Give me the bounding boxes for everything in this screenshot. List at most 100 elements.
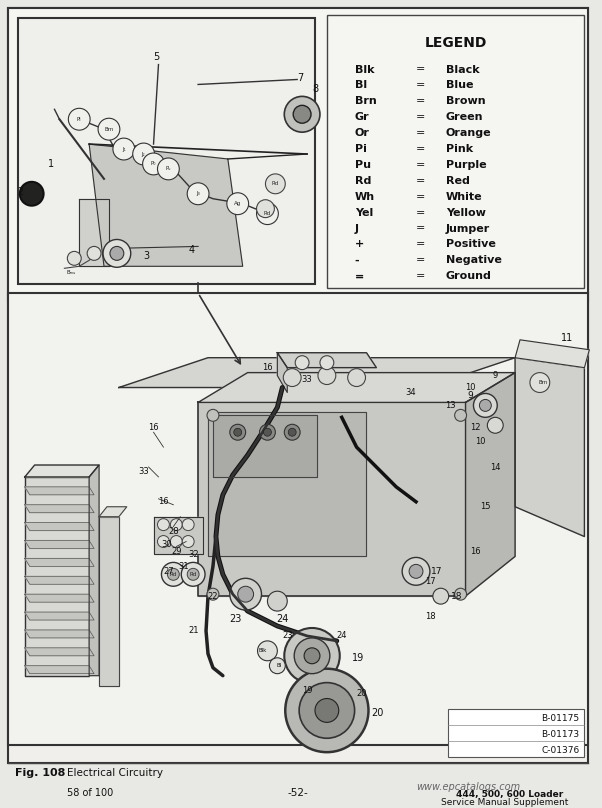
Text: Fig. 108: Fig. 108 bbox=[15, 768, 65, 778]
Circle shape bbox=[409, 564, 423, 579]
Text: 20: 20 bbox=[371, 709, 384, 718]
Circle shape bbox=[284, 628, 340, 684]
Polygon shape bbox=[79, 199, 109, 267]
Circle shape bbox=[182, 519, 194, 531]
Text: 58 of 100: 58 of 100 bbox=[67, 788, 114, 798]
Polygon shape bbox=[198, 402, 465, 596]
Circle shape bbox=[258, 641, 278, 661]
Text: Rd: Rd bbox=[272, 181, 279, 187]
Circle shape bbox=[158, 158, 179, 180]
Text: 5: 5 bbox=[154, 52, 160, 61]
Circle shape bbox=[158, 536, 169, 548]
Circle shape bbox=[299, 683, 355, 739]
Circle shape bbox=[267, 591, 287, 611]
Circle shape bbox=[207, 410, 219, 421]
Text: =: = bbox=[416, 81, 426, 90]
Text: Bl: Bl bbox=[355, 81, 367, 90]
Circle shape bbox=[256, 200, 275, 217]
Polygon shape bbox=[25, 523, 94, 531]
Circle shape bbox=[293, 105, 311, 123]
Text: 2: 2 bbox=[17, 187, 23, 197]
Text: 10: 10 bbox=[475, 437, 485, 446]
Circle shape bbox=[170, 536, 182, 548]
Bar bbox=[8, 293, 588, 745]
Text: 9: 9 bbox=[468, 391, 474, 400]
Circle shape bbox=[143, 153, 164, 175]
Text: J₃: J₃ bbox=[196, 191, 200, 196]
Text: 13: 13 bbox=[445, 401, 456, 410]
Text: Pᵤ: Pᵤ bbox=[166, 166, 171, 171]
Circle shape bbox=[187, 568, 199, 580]
Bar bbox=[18, 18, 315, 284]
Circle shape bbox=[132, 143, 155, 165]
Circle shape bbox=[167, 568, 179, 580]
Circle shape bbox=[230, 579, 261, 610]
Bar bbox=[8, 8, 588, 301]
Circle shape bbox=[67, 251, 81, 265]
Text: White: White bbox=[445, 191, 482, 202]
Text: 17: 17 bbox=[431, 567, 442, 576]
Text: 32: 32 bbox=[188, 550, 199, 559]
Text: =: = bbox=[416, 65, 426, 74]
Circle shape bbox=[455, 410, 467, 421]
Circle shape bbox=[259, 424, 275, 440]
Text: 18: 18 bbox=[451, 591, 462, 600]
Circle shape bbox=[474, 393, 497, 417]
Text: P₀: P₀ bbox=[150, 162, 157, 166]
Text: 444, 500, 600 Loader: 444, 500, 600 Loader bbox=[456, 790, 563, 799]
Text: www.epcatalogs.com: www.epcatalogs.com bbox=[416, 782, 520, 792]
Text: Blk: Blk bbox=[355, 65, 374, 74]
Text: 19: 19 bbox=[352, 653, 364, 663]
Text: Service Manual Supplement: Service Manual Supplement bbox=[441, 797, 568, 807]
Text: B-01173: B-01173 bbox=[541, 730, 580, 739]
Polygon shape bbox=[25, 541, 94, 549]
Circle shape bbox=[284, 96, 320, 133]
Text: =: = bbox=[416, 271, 426, 281]
Circle shape bbox=[530, 372, 550, 393]
Circle shape bbox=[479, 399, 491, 411]
Text: =: = bbox=[416, 160, 426, 170]
Text: 28: 28 bbox=[168, 527, 179, 536]
Text: =: = bbox=[416, 191, 426, 202]
Text: Bₘᵤ: Bₘᵤ bbox=[67, 270, 76, 276]
Circle shape bbox=[315, 699, 339, 722]
Circle shape bbox=[234, 428, 241, 436]
Text: J: J bbox=[355, 224, 359, 234]
Text: 20: 20 bbox=[356, 689, 367, 698]
Text: B-01175: B-01175 bbox=[541, 714, 580, 723]
Text: Rd: Rd bbox=[190, 572, 197, 577]
Text: 30: 30 bbox=[161, 540, 172, 549]
Polygon shape bbox=[213, 415, 317, 477]
Text: 1: 1 bbox=[48, 159, 54, 169]
Text: 17: 17 bbox=[426, 577, 436, 586]
Circle shape bbox=[320, 356, 334, 369]
Circle shape bbox=[264, 428, 272, 436]
Polygon shape bbox=[278, 353, 287, 393]
Polygon shape bbox=[154, 516, 203, 554]
Polygon shape bbox=[89, 144, 243, 267]
Text: 8: 8 bbox=[312, 84, 318, 95]
Circle shape bbox=[207, 588, 219, 600]
Polygon shape bbox=[25, 648, 94, 656]
Text: +: + bbox=[355, 239, 364, 250]
Circle shape bbox=[402, 558, 430, 585]
Polygon shape bbox=[198, 372, 515, 402]
Circle shape bbox=[110, 246, 124, 260]
Text: =: = bbox=[416, 239, 426, 250]
Text: 23: 23 bbox=[229, 614, 242, 624]
Text: J₁: J₁ bbox=[122, 146, 126, 152]
Polygon shape bbox=[25, 630, 94, 638]
Text: Rd: Rd bbox=[355, 176, 371, 186]
Circle shape bbox=[98, 118, 120, 140]
Circle shape bbox=[304, 648, 320, 663]
Polygon shape bbox=[25, 558, 94, 566]
Circle shape bbox=[455, 588, 467, 600]
Text: 23: 23 bbox=[282, 631, 293, 641]
Text: 22: 22 bbox=[208, 591, 218, 600]
Text: 29: 29 bbox=[171, 547, 182, 556]
Polygon shape bbox=[99, 507, 127, 516]
Text: =: = bbox=[416, 176, 426, 186]
Polygon shape bbox=[25, 594, 94, 602]
Text: Rd: Rd bbox=[264, 211, 271, 216]
Circle shape bbox=[181, 562, 205, 587]
